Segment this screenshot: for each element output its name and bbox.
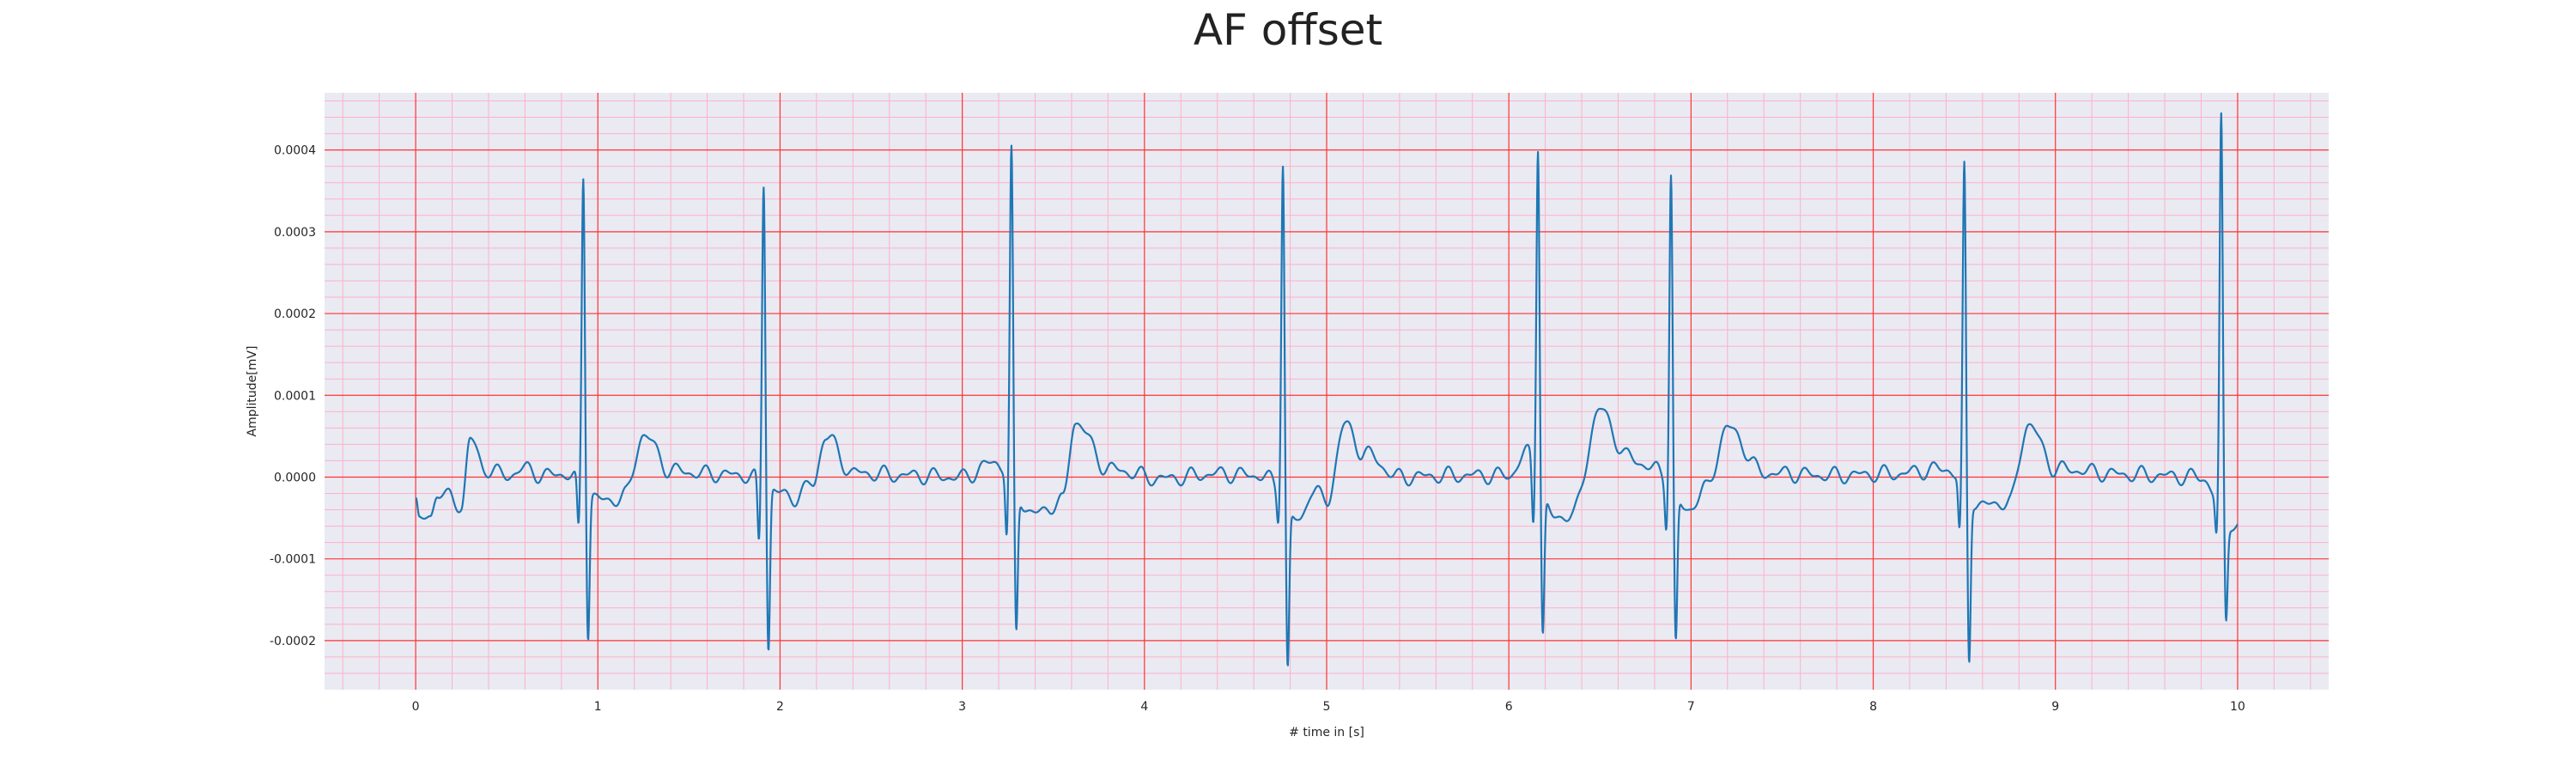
x-tick-label: 5 bbox=[1323, 700, 1331, 714]
x-axis-label: # time in [s] bbox=[1289, 726, 1364, 740]
y-tick-label: 0.0001 bbox=[274, 389, 316, 403]
x-tick-label: 1 bbox=[594, 700, 602, 714]
x-tick-labels: 0 1 2 3 4 5 6 7 8 9 10 bbox=[412, 700, 2245, 714]
x-tick-label: 3 bbox=[958, 700, 966, 714]
x-tick-label: 9 bbox=[2051, 700, 2059, 714]
ecg-series-line bbox=[415, 112, 2239, 666]
y-tick-labels: -0.0002 -0.0001 0.0000 0.0001 0.0002 0.0003 0.… bbox=[270, 144, 316, 648]
chart-title: AF offset bbox=[1193, 5, 1383, 55]
y-tick-label: -0.0002 bbox=[270, 635, 316, 648]
y-tick-label: -0.0001 bbox=[270, 553, 316, 567]
y-tick-label: 0.0003 bbox=[274, 226, 316, 240]
y-tick-label: 0.0000 bbox=[274, 471, 316, 484]
y-tick-label: 0.0004 bbox=[274, 144, 316, 158]
x-tick-label: 7 bbox=[1687, 700, 1695, 714]
x-tick-label: 0 bbox=[412, 700, 420, 714]
x-tick-label: 6 bbox=[1505, 700, 1513, 714]
x-tick-label: 2 bbox=[776, 700, 784, 714]
major-grid bbox=[325, 93, 2329, 690]
y-axis-label: Amplitude[mV] bbox=[246, 346, 259, 437]
x-tick-label: 10 bbox=[2230, 700, 2245, 714]
x-tick-label: 8 bbox=[1869, 700, 1877, 714]
y-tick-label: 0.0002 bbox=[274, 307, 316, 321]
x-tick-label: 4 bbox=[1140, 700, 1148, 714]
